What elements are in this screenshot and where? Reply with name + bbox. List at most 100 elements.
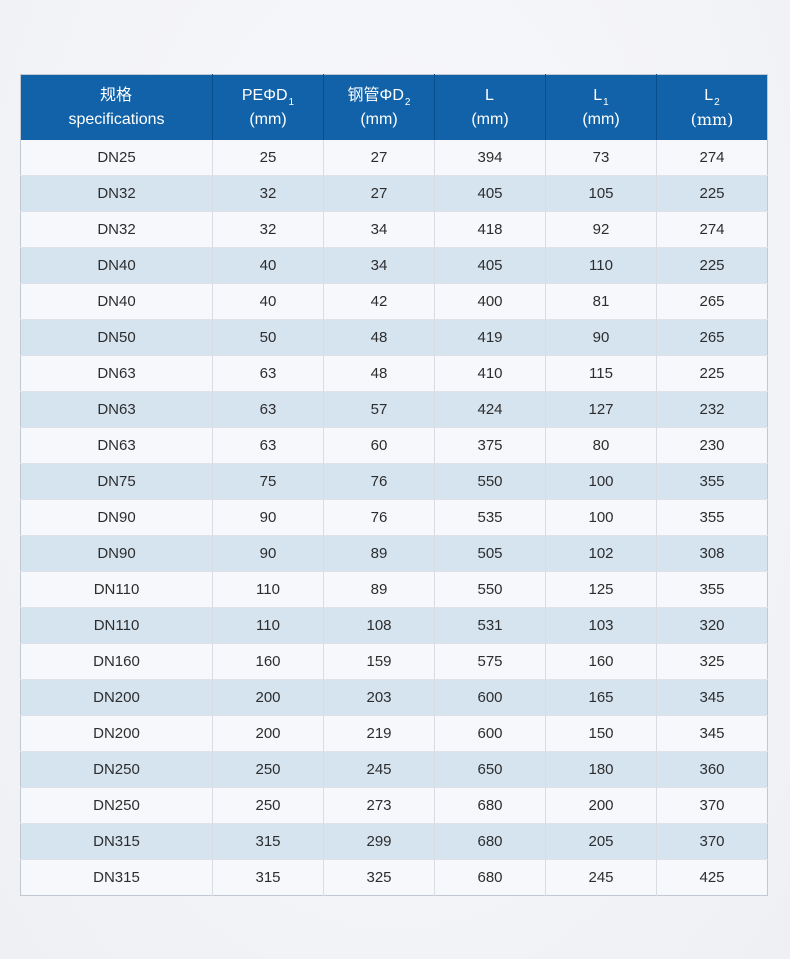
table-cell: 89 xyxy=(323,571,435,608)
header-line-main: PEΦD1 xyxy=(241,86,295,108)
header-line-unit: (mm) xyxy=(582,110,620,128)
table-cell: 63 xyxy=(212,427,324,464)
table-cell: 48 xyxy=(323,319,435,356)
table-cell: 355 xyxy=(656,463,768,500)
table-cell: DN63 xyxy=(20,391,213,428)
table-cell: 299 xyxy=(323,823,435,860)
header-subscript: 2 xyxy=(404,96,411,108)
table-row: DN90 90 76 535 100 355 xyxy=(20,499,768,536)
table-cell: DN90 xyxy=(20,499,213,536)
table-cell: 159 xyxy=(323,643,435,680)
table-cell: 418 xyxy=(434,211,546,248)
table-cell: 105 xyxy=(545,175,657,212)
table-row: DN90 90 89 505 102 308 xyxy=(20,535,768,572)
table-cell: 370 xyxy=(656,787,768,824)
table-cell: 550 xyxy=(434,463,546,500)
table-cell: 315 xyxy=(212,823,324,860)
table-cell: 274 xyxy=(656,140,768,176)
table-cell: DN160 xyxy=(20,643,213,680)
header-line-unit: (mm) xyxy=(690,109,734,129)
table-cell: 575 xyxy=(434,643,546,680)
table-cell: 265 xyxy=(656,319,768,356)
table-body: DN25 25 27 394 73 274 DN32 32 27 405 105 225 DN32 32 3… xyxy=(20,140,768,896)
table-cell: 34 xyxy=(323,211,435,248)
table-cell: 92 xyxy=(545,211,657,248)
table-header-row: 规格 specifications PEΦD1 (mm) 钢管ΦD2 (mm) … xyxy=(20,74,768,140)
header-pe-d1: PEΦD1 (mm) xyxy=(212,74,324,140)
table-cell: 110 xyxy=(545,247,657,284)
header-l2: L2 (mm) xyxy=(656,74,768,140)
header-line-unit: (mm) xyxy=(249,110,287,128)
table-cell: 160 xyxy=(545,643,657,680)
table-row: DN63 63 60 375 80 230 xyxy=(20,427,768,464)
table-row: DN315 315 299 680 205 370 xyxy=(20,823,768,860)
table-row: DN32 32 34 418 92 274 xyxy=(20,211,768,248)
table-cell: DN90 xyxy=(20,535,213,572)
table-cell: 200 xyxy=(545,787,657,824)
table-row: DN250 250 273 680 200 370 xyxy=(20,787,768,824)
table-cell: 27 xyxy=(323,140,435,176)
table-cell: 89 xyxy=(323,535,435,572)
table-cell: 76 xyxy=(323,499,435,536)
table-cell: 90 xyxy=(545,319,657,356)
table-cell: 127 xyxy=(545,391,657,428)
table-cell: DN200 xyxy=(20,715,213,752)
table-row: DN63 63 48 410 115 225 xyxy=(20,355,768,392)
header-line-unit: specifications xyxy=(68,110,165,128)
table-row: DN315 315 325 680 245 425 xyxy=(20,859,768,896)
table-row: DN50 50 48 419 90 265 xyxy=(20,319,768,356)
header-subscript: 1 xyxy=(288,96,295,108)
table-row: DN200 200 203 600 165 345 xyxy=(20,679,768,716)
table-row: DN250 250 245 650 180 360 xyxy=(20,751,768,788)
table-cell: 40 xyxy=(212,283,324,320)
table-cell: 345 xyxy=(656,715,768,752)
table-cell: 315 xyxy=(212,859,324,896)
table-cell: 680 xyxy=(434,823,546,860)
table-cell: 375 xyxy=(434,427,546,464)
table-row: DN200 200 219 600 150 345 xyxy=(20,715,768,752)
table-cell: 325 xyxy=(323,859,435,896)
table-cell: 355 xyxy=(656,571,768,608)
table-cell: DN50 xyxy=(20,319,213,356)
table-cell: 100 xyxy=(545,499,657,536)
table-cell: 600 xyxy=(434,679,546,716)
table-cell: 320 xyxy=(656,607,768,644)
table-cell: 32 xyxy=(212,175,324,212)
table-cell: 115 xyxy=(545,355,657,392)
table-cell: 535 xyxy=(434,499,546,536)
table-cell: 550 xyxy=(434,571,546,608)
table-cell: 345 xyxy=(656,679,768,716)
header-line-unit: (mm) xyxy=(360,110,398,128)
header-subscript: 2 xyxy=(714,96,720,108)
header-subscript: 1 xyxy=(603,96,609,108)
table-cell: 230 xyxy=(656,427,768,464)
table-cell: 90 xyxy=(212,535,324,572)
table-cell: 425 xyxy=(656,859,768,896)
header-specifications: 规格 specifications xyxy=(20,74,213,140)
table-cell: 102 xyxy=(545,535,657,572)
table-cell: DN315 xyxy=(20,823,213,860)
table-cell: 355 xyxy=(656,499,768,536)
table-cell: 245 xyxy=(323,751,435,788)
table-cell: 180 xyxy=(545,751,657,788)
table-cell: 57 xyxy=(323,391,435,428)
table-cell: 103 xyxy=(545,607,657,644)
table-cell: 680 xyxy=(434,787,546,824)
table-cell: 32 xyxy=(212,211,324,248)
table-cell: DN40 xyxy=(20,247,213,284)
table-cell: 200 xyxy=(212,715,324,752)
table-cell: 250 xyxy=(212,787,324,824)
table-cell: 76 xyxy=(323,463,435,500)
table-cell: 219 xyxy=(323,715,435,752)
table-row: DN40 40 34 405 110 225 xyxy=(20,247,768,284)
table-cell: 232 xyxy=(656,391,768,428)
table-row: DN110 110 108 531 103 320 xyxy=(20,607,768,644)
header-line-unit: (mm) xyxy=(471,110,509,128)
table-row: DN160 160 159 575 160 325 xyxy=(20,643,768,680)
table-row: DN75 75 76 550 100 355 xyxy=(20,463,768,500)
table-cell: 400 xyxy=(434,283,546,320)
table-cell: DN315 xyxy=(20,859,213,896)
table-cell: 40 xyxy=(212,247,324,284)
table-cell: 90 xyxy=(212,499,324,536)
